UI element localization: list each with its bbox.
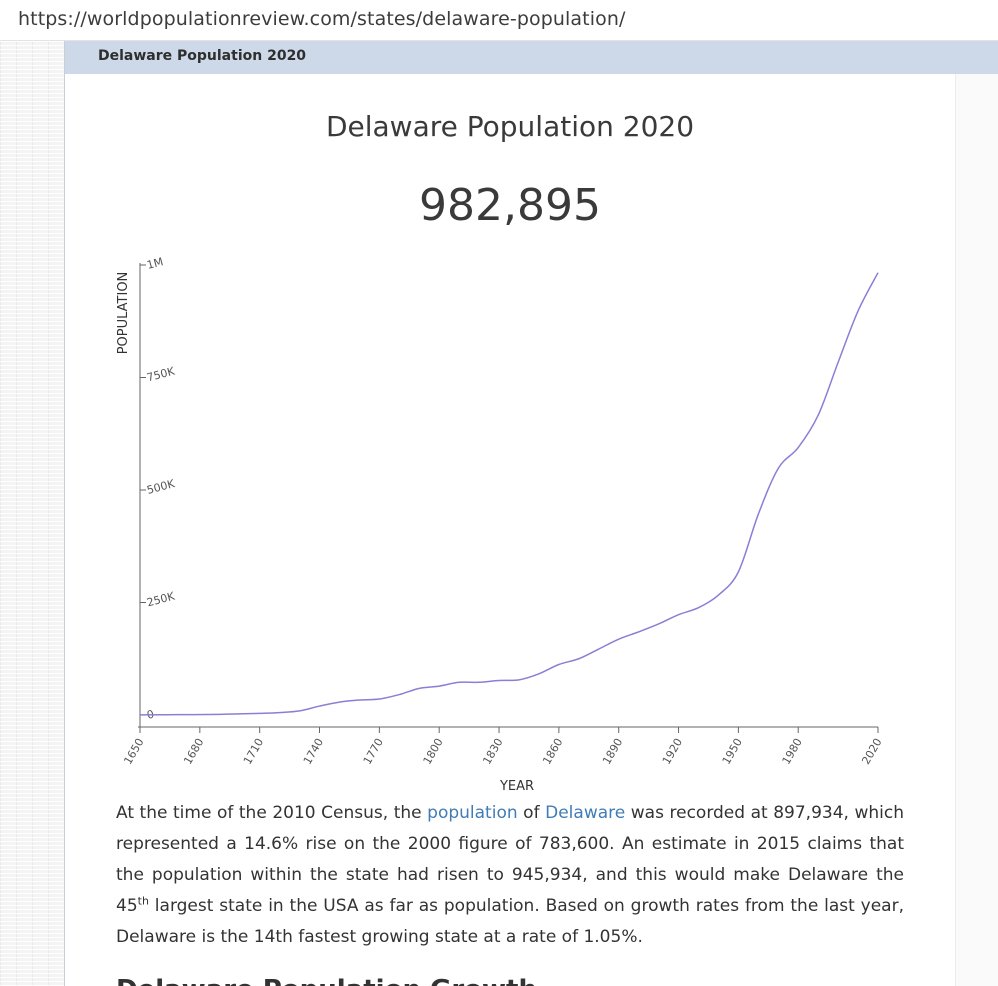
- left-background-pattern: [0, 41, 64, 986]
- y-tick-label: 250K: [145, 589, 176, 609]
- y-axis-label: POPULATION: [116, 272, 131, 355]
- x-tick-label: 2020: [859, 736, 884, 767]
- paragraph-text-1: At the time of the 2010 Census, the: [116, 803, 428, 823]
- x-tick-label: 1740: [301, 736, 326, 767]
- population-figure: 982,895: [419, 180, 601, 231]
- population-series-line: [139, 272, 879, 716]
- x-tick-label: 1860: [540, 736, 565, 767]
- population-link[interactable]: population: [427, 803, 518, 823]
- article-paragraph: At the time of the 2010 Census, the popu…: [116, 798, 904, 953]
- x-axis-label: YEAR: [499, 779, 534, 794]
- x-tick-label: 1650: [121, 736, 146, 767]
- page-title: Delaware Population 2020: [325, 110, 695, 143]
- x-tick-label: 1800: [421, 736, 446, 767]
- paragraph-text-2: of: [517, 803, 546, 823]
- delaware-link[interactable]: Delaware: [545, 803, 626, 823]
- next-section-heading: Delaware Population Growth: [116, 975, 904, 986]
- content-left-border: [64, 41, 65, 986]
- superscript-th: th: [137, 894, 149, 908]
- x-tick-label: 1680: [181, 736, 206, 767]
- paragraph-text-3: was recorded at 897,934, which represent…: [116, 803, 905, 916]
- x-tick-label: 1950: [720, 736, 745, 767]
- breadcrumb: Delaware Population 2020: [65, 41, 998, 74]
- x-tick-label: 1710: [241, 736, 266, 767]
- y-tick-label: 750K: [145, 364, 176, 384]
- breadcrumb-label[interactable]: Delaware Population 2020: [98, 48, 307, 64]
- x-tick-label: 1920: [660, 736, 685, 767]
- x-tick-label: 1830: [480, 736, 505, 767]
- x-tick-label: 1890: [600, 736, 625, 767]
- address-bar[interactable]: https://worldpopulationreview.com/states…: [0, 0, 998, 41]
- right-gutter: [955, 74, 998, 986]
- y-tick-label: 500K: [145, 477, 176, 497]
- y-tick-label: 1M: [145, 255, 164, 272]
- x-tick-label: 1770: [361, 736, 386, 767]
- url-text[interactable]: https://worldpopulationreview.com/states…: [18, 8, 626, 30]
- paragraph-text-4: largest state in the USA as far as popul…: [116, 896, 904, 947]
- x-tick-label: 1980: [780, 736, 805, 767]
